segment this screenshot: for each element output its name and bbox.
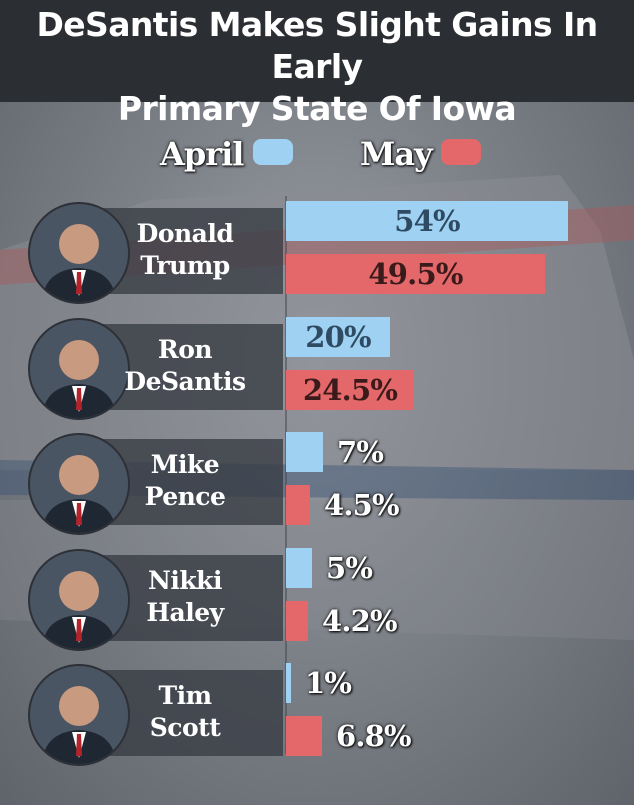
data-label-april-ron-desantis: 20% — [305, 319, 371, 354]
candidate-name-line: Tim — [158, 681, 212, 710]
bar-may-ron-desantis — [286, 369, 414, 410]
data-label-april-nikki-haley: 5% — [326, 550, 373, 585]
candidate-name-line: Nikki — [148, 565, 223, 595]
bar-may-donald-trump — [286, 254, 545, 294]
candidate-name-line: Haley — [146, 597, 224, 627]
candidate-photo-ron-desantis — [28, 317, 130, 420]
bar-may-nikki-haley — [286, 600, 308, 641]
axis-line — [285, 196, 287, 754]
data-label-april-mike-pence: 7% — [337, 435, 384, 469]
candidate-name-line: Trump — [140, 251, 230, 280]
candidate-name-nikki-haley: Nikki Haley — [100, 565, 270, 629]
candidate-name-line: Pence — [144, 482, 226, 511]
bar-april-mike-pence — [286, 432, 323, 472]
legend-april-swatch — [253, 139, 293, 165]
bar-april-tim-scott — [286, 663, 291, 703]
bar-may-tim-scott — [286, 716, 322, 756]
header-bar — [0, 0, 634, 102]
bar-april-ron-desantis — [286, 316, 390, 357]
candidate-photo-nikki-haley — [28, 548, 130, 651]
candidate-name-ron-desantis: Ron DeSantis — [100, 334, 270, 398]
candidate-name-line: Mike — [150, 450, 220, 479]
legend-april-label: April — [160, 135, 244, 173]
bar-april-donald-trump — [286, 201, 568, 241]
data-label-may-nikki-haley: 4.2% — [322, 603, 398, 638]
bar-may-mike-pence — [286, 485, 310, 525]
candidate-name-line: Ron — [157, 334, 213, 364]
data-label-may-donald-trump: 49.5% — [368, 257, 463, 291]
candidate-name-line: Scott — [149, 713, 221, 742]
chart-title: DeSantis Makes Slight Gains In Early Pri… — [0, 4, 634, 130]
data-label-may-mike-pence: 4.5% — [324, 488, 400, 522]
candidate-photo-mike-pence — [28, 433, 130, 535]
data-label-may-tim-scott: 6.8% — [336, 719, 412, 753]
data-label-april-tim-scott: 1% — [305, 666, 352, 700]
candidate-photo-donald-trump — [28, 202, 130, 304]
title-line-2: Primary State Of Iowa — [117, 89, 517, 128]
candidate-photo-tim-scott — [28, 664, 130, 766]
data-label-may-ron-desantis: 24.5% — [302, 372, 398, 407]
candidate-name-line: Donald — [136, 219, 234, 248]
candidate-name-donald-trump: Donald Trump — [100, 218, 270, 282]
data-label-april-donald-trump: 54% — [394, 204, 460, 238]
legend-may-label: May — [360, 135, 433, 173]
title-line-1: DeSantis Makes Slight Gains In Early — [36, 5, 598, 86]
candidate-name-line: DeSantis — [124, 366, 246, 396]
legend-may-swatch — [441, 139, 481, 165]
candidate-name-tim-scott: Tim Scott — [100, 680, 270, 744]
bar-april-nikki-haley — [286, 547, 312, 588]
candidate-name-mike-pence: Mike Pence — [100, 449, 270, 513]
